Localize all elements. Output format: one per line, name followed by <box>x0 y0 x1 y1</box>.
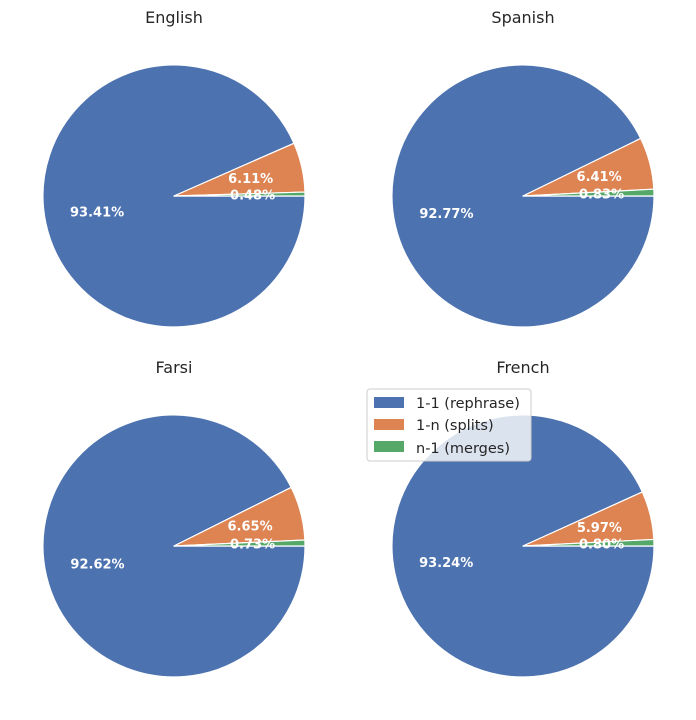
pie-english: English 93.41% 6.11%0.48% <box>42 8 306 328</box>
pie-french-label-splits: 5.97% <box>577 521 622 536</box>
pie-farsi: Farsi 92.62% 6.65% 0.73% <box>42 358 306 678</box>
pie-english-slice-merges <box>173 191 306 197</box>
pie-spanish-slice-merges <box>522 188 655 197</box>
pie-french-slice-rephrase <box>391 414 655 678</box>
pie-french-label-merges: 0.80% <box>579 538 624 553</box>
pie-english-label-rephrase: 93.41% <box>70 206 124 221</box>
legend-label-splits: 1-n (splits) <box>416 418 494 434</box>
pies-layer: English 93.41% 6.11%0.48% Spanish 92.77% 6.41… <box>42 8 655 678</box>
pie-spanish-label-merges: 0.83% <box>579 187 624 202</box>
legend-label-rephrase: 1-1 (rephrase) <box>416 396 520 412</box>
pie-title-french: French <box>496 358 549 377</box>
pie-spanish: Spanish 92.77% 6.41% 0.83% <box>391 8 655 328</box>
pie-farsi-slice-merges <box>173 539 306 547</box>
pie-farsi-label-merges: 0.73% <box>230 538 275 553</box>
pie-farsi-label-rephrase: 92.62% <box>70 558 124 573</box>
pie-title-spanish: Spanish <box>491 8 554 27</box>
pie-spanish-label-splits: 6.41% <box>577 170 622 185</box>
pie-english-label-splits: 6.11% <box>228 172 273 187</box>
pie-english-label-merges: 0.48% <box>230 188 275 203</box>
legend-swatch-merges <box>374 441 404 452</box>
pie-french-slice-merges <box>522 538 655 547</box>
pie-spanish-label-rephrase: 92.77% <box>419 207 473 222</box>
legend-label-merges: n-1 (merges) <box>416 441 510 457</box>
pie-farsi-label-splits: 6.65% <box>228 520 273 535</box>
legend-swatch-rephrase <box>374 397 404 408</box>
pie-title-farsi: Farsi <box>156 358 193 377</box>
legend: 1-1 (rephrase) 1-n (splits) n-1 (merges) <box>366 388 532 462</box>
pie-french: French 93.24% 5.97% 0.80% <box>391 358 655 678</box>
pie-title-english: English <box>145 8 203 27</box>
legend-swatch-splits <box>374 419 404 430</box>
legend-box <box>366 388 532 462</box>
pie-french-label-rephrase: 93.24% <box>419 556 473 571</box>
